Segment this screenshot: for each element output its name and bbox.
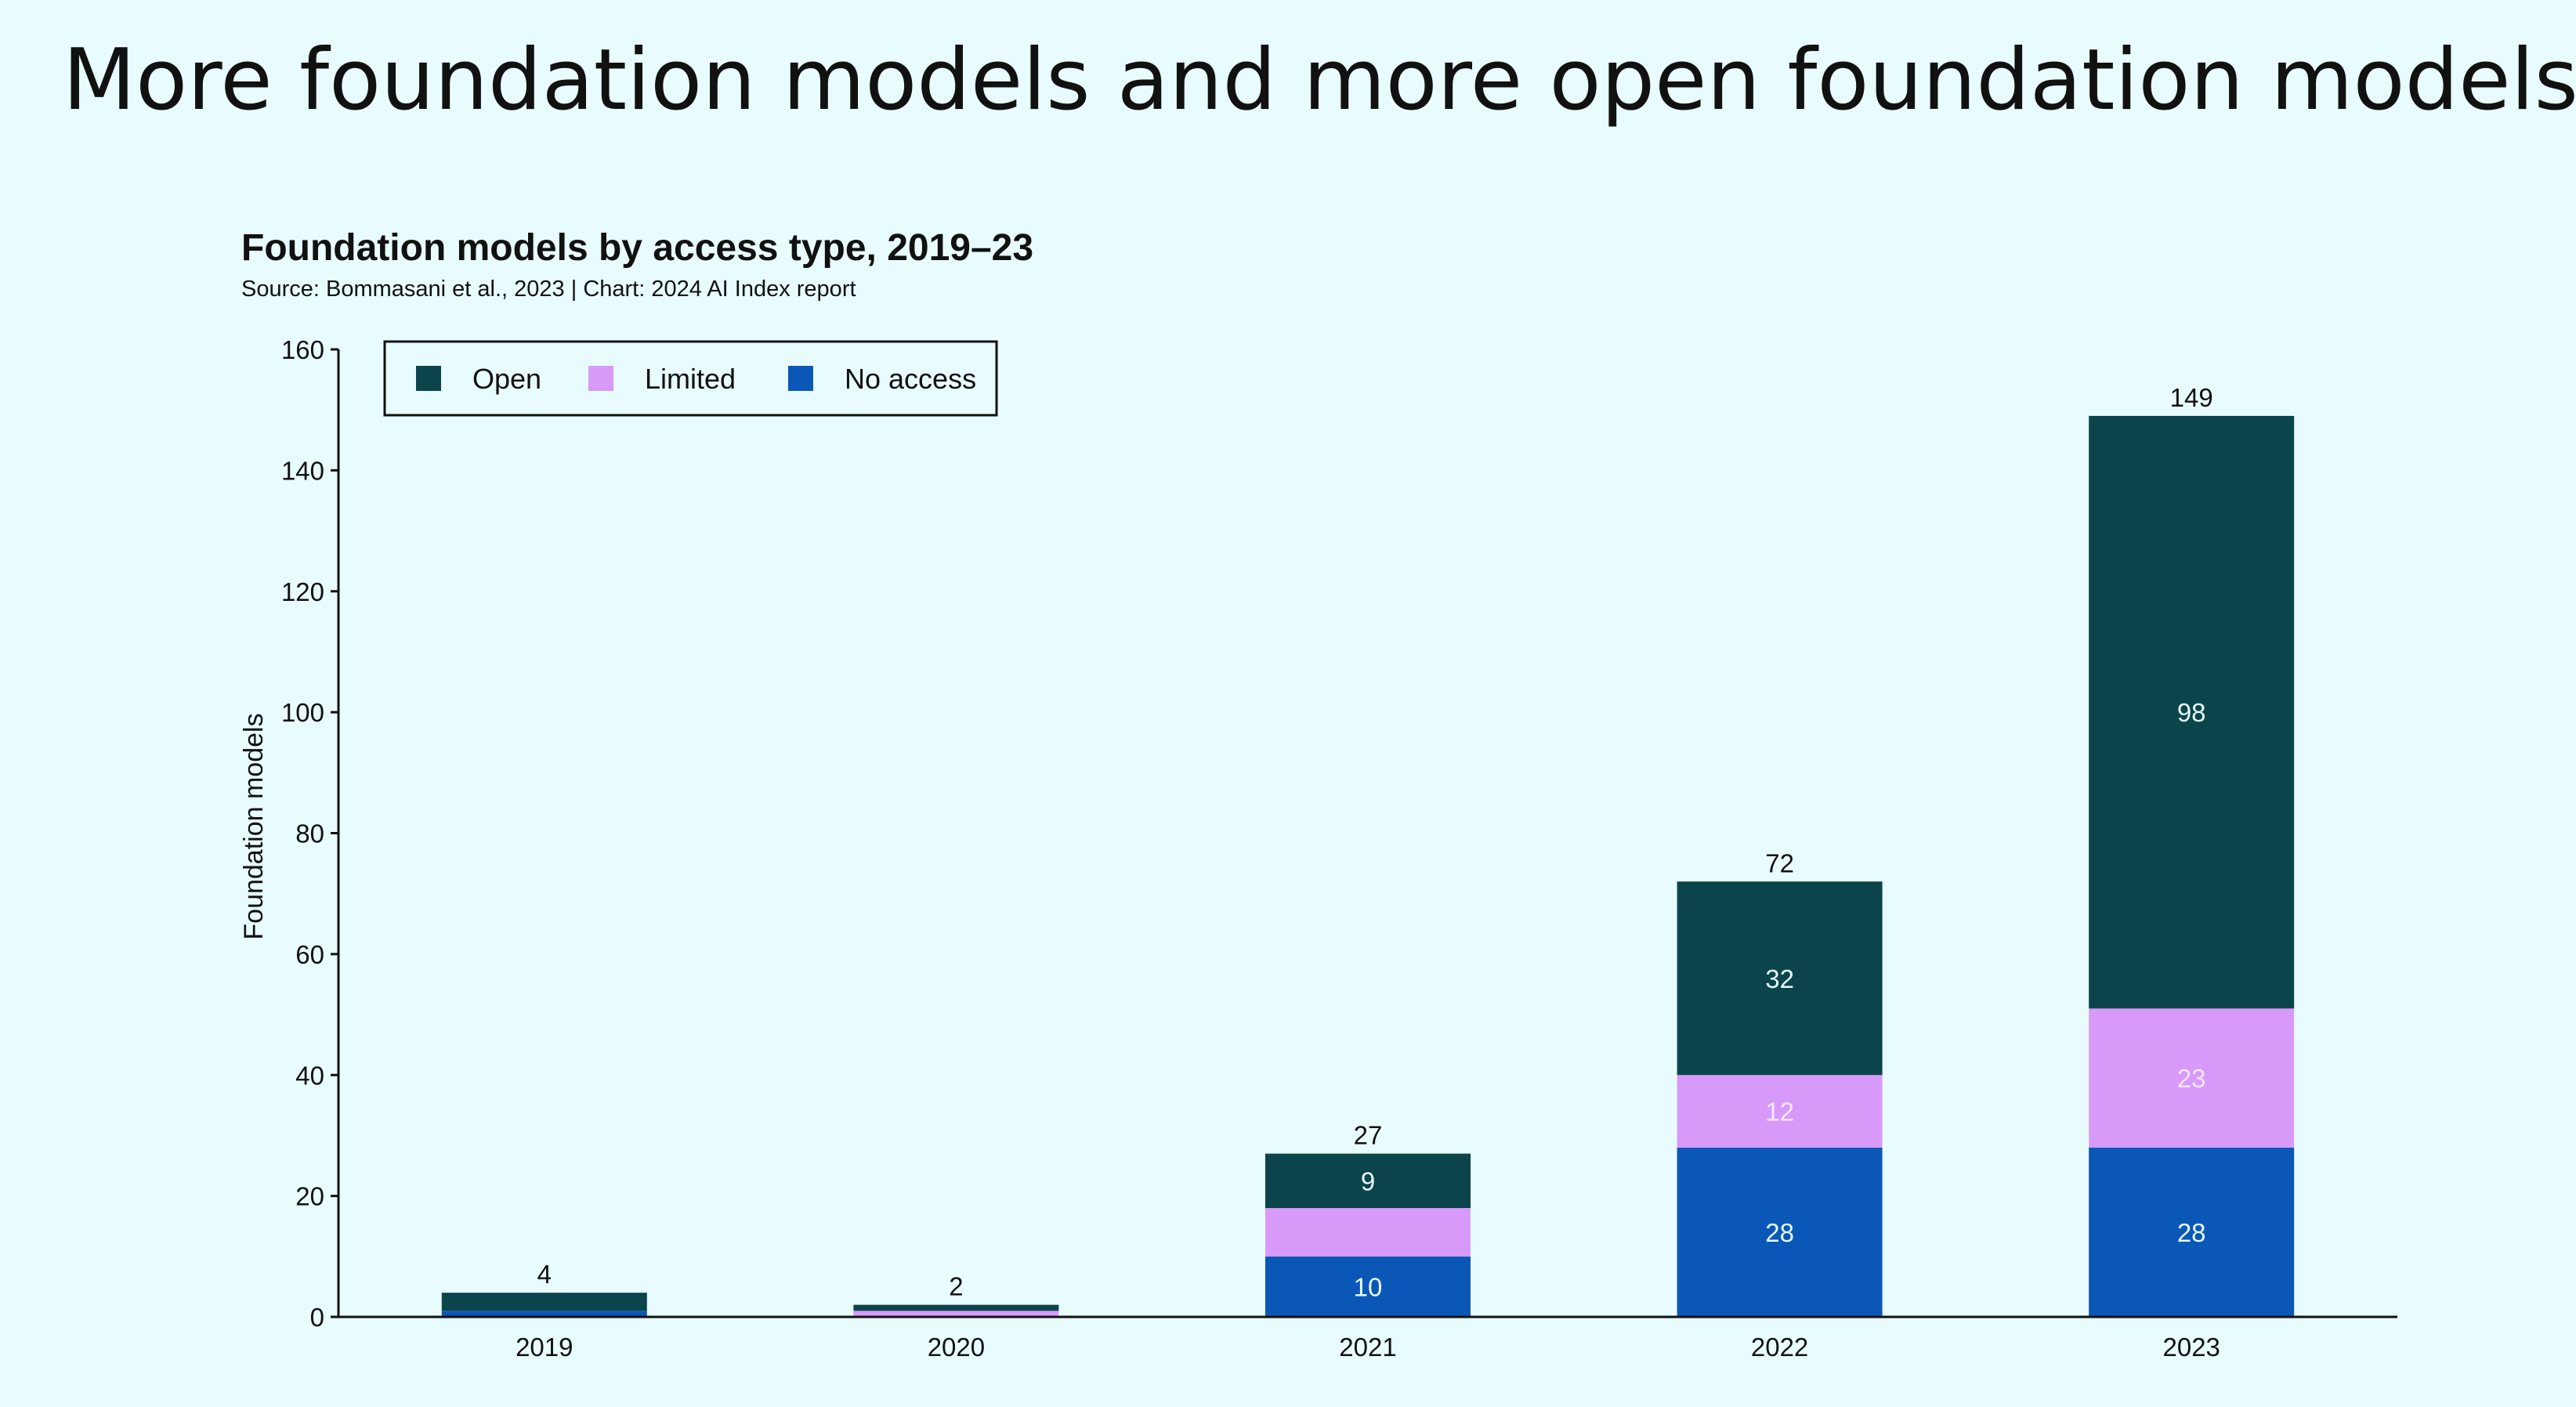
y-tick-label: 140 [281,456,324,485]
chart-title: Foundation models by access type, 2019–2… [241,227,1033,269]
segment-value-label: 28 [1765,1218,1794,1247]
legend-swatch [416,366,441,391]
y-tick-label: 60 [295,940,324,969]
bar-stack-2023: 28 23 98 149 [2089,383,2295,1317]
y-tick-label: 40 [295,1061,324,1090]
legend-label: No access [845,363,976,395]
legend-label: Limited [645,363,736,395]
bar-segment-no-access-2019 [441,1311,647,1317]
bar-stack-2022: 28 12 32 72 [1677,848,1883,1317]
y-tick-label: 120 [281,577,324,606]
bar-total-label: 149 [2170,383,2213,412]
bars-group: 4 2 10 9 27 28 12 32 72 28 23 98 149 [441,383,2295,1317]
segment-value-label: 9 [1361,1166,1375,1195]
chart-subtitle: Source: Bommasani et al., 2023 | Chart: … [241,277,856,302]
segment-value-label: 98 [2177,698,2206,727]
bar-segment-limited-2020 [853,1311,1059,1317]
bar-segment-no-access-2023 [2089,1147,2295,1317]
bar-segment-limited-2023 [2089,1008,2295,1148]
legend-entry-open: Open [416,363,541,395]
y-axis-label: Foundation models [239,713,269,939]
x-tick-label: 2023 [2162,1333,2220,1362]
bar-segment-open-2023 [2089,415,2295,1009]
bar-segment-no-access-2022 [1677,1147,1883,1317]
bar-segment-open-2021 [1265,1153,1471,1209]
x-tick-label: 2021 [1339,1333,1396,1362]
bar-segment-open-2019 [441,1293,647,1311]
slide-title: More foundation models and more open fou… [63,31,2576,129]
x-tick-label: 2019 [516,1333,573,1362]
legend-frame [383,340,998,417]
y-tick-label: 20 [295,1182,324,1211]
bar-stack-2021: 10 9 27 [1265,1121,1471,1317]
bar-total-label: 72 [1765,848,1794,877]
bar-segment-open-2022 [1677,881,1883,1076]
legend-label: Open [472,363,541,395]
y-axis: 0 20 40 60 80 100 120 140 160 [281,335,340,1332]
y-tick-label: 0 [310,1303,324,1332]
bar-segment-open-2020 [853,1304,1059,1311]
segment-value-label: 28 [2177,1218,2206,1247]
segment-value-label: 23 [2177,1064,2206,1093]
y-tick-label: 160 [281,335,324,364]
bar-stack-2019: 4 [441,1260,647,1317]
legend-swatch [788,366,813,391]
bar-segment-no-access-2021 [1265,1256,1471,1317]
y-tick-label: 80 [295,819,324,848]
x-tick-label: 2020 [928,1333,985,1362]
bar-segment-limited-2022 [1677,1075,1883,1148]
y-tick-label: 100 [281,698,324,727]
legend-entry-no-access: No access [788,363,976,395]
bar-segment-limited-2021 [1265,1208,1471,1257]
bar-total-label: 2 [949,1272,963,1301]
legend: Open Limited No access [383,340,998,417]
segment-value-label: 12 [1765,1098,1794,1127]
x-tick-label: 2022 [1751,1333,1808,1362]
segment-value-label: 32 [1765,964,1794,993]
legend-swatch [588,366,613,391]
bar-total-label: 27 [1354,1121,1383,1150]
bar-stack-2020: 2 [853,1272,1059,1317]
segment-value-label: 10 [1354,1272,1383,1301]
legend-entry-limited: Limited [588,363,736,395]
bar-total-label: 4 [537,1260,552,1289]
x-axis: 2019 2020 2021 2022 2023 [338,1315,2397,1362]
